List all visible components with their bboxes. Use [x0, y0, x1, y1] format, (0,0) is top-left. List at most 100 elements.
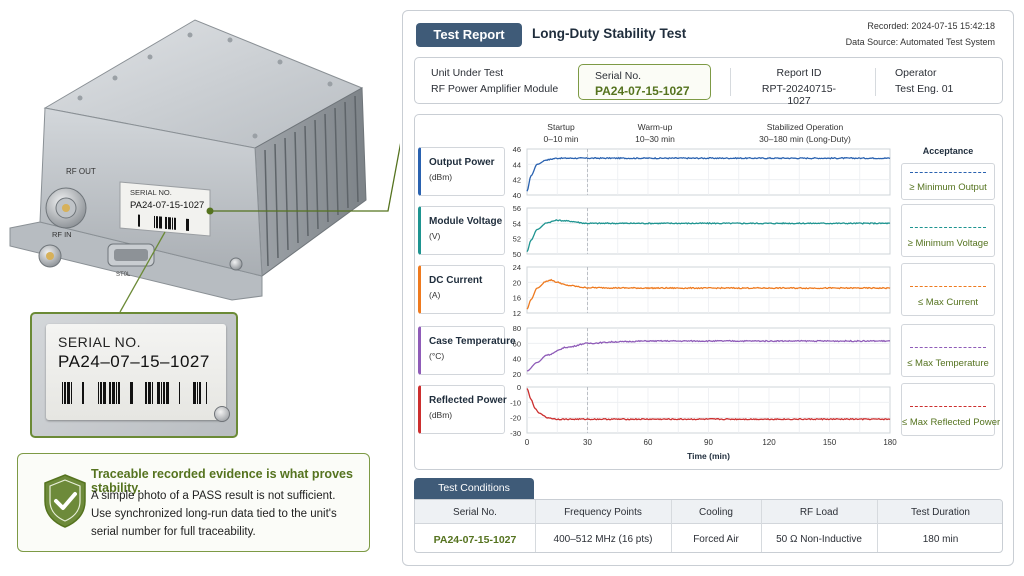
conditions-header-cell: Frequency Points [564, 507, 642, 518]
x-tick-label: 0 [525, 438, 530, 447]
phase-startup: Startup 0–10 min [543, 122, 579, 144]
closeup-serial-value: PA24–07–15–1027 [58, 352, 210, 371]
acceptance-criterion: ≥ Minimum Output [909, 182, 987, 193]
shield-check-icon [44, 474, 86, 528]
closeup-barcode [62, 382, 207, 404]
x-axis-label: Time (min) [687, 451, 730, 461]
plate-barcode [138, 214, 189, 231]
phase-stabilized: Stabilized Operation 30–180 min (Long-Dut… [759, 122, 851, 144]
unit-value: RF Power Amplifier Module [431, 83, 559, 95]
report-id-label: Report ID [776, 67, 822, 79]
table-divider [671, 500, 672, 552]
y-tick-label: 54 [513, 219, 521, 228]
report-id-value: RPT-20240715-1027 [761, 83, 837, 107]
operator-label: Operator [895, 67, 937, 79]
operator-value: Test Eng. 01 [895, 83, 954, 95]
plate-serial-value: PA24-07-15-1027 [130, 200, 204, 211]
serial-number-highlight: Serial No. PA24-07-15-1027 [578, 64, 711, 100]
stability-chart: Startup 0–10 min Warm-up 10–30 min Stabili… [414, 114, 1003, 470]
metric-card: Output Power (dBm) [418, 147, 505, 196]
unit-info-bar: Unit Under Test RF Power Amplifier Modul… [414, 57, 1003, 107]
y-tick-label: 24 [513, 263, 521, 272]
evidence-line-3: serial number for full traceability. [91, 526, 256, 538]
conditions-header-cell: Serial No. [453, 507, 497, 518]
metric-name: Module Voltage [429, 216, 503, 227]
closeup-label-plate: SERIAL NO. PA24–07–15–1027 [46, 324, 226, 420]
y-tick-label: 46 [513, 145, 521, 154]
metric-name: DC Current [429, 275, 483, 286]
y-tick-label: 80 [513, 324, 521, 333]
evidence-headline: Traceable recorded evidence is what prov… [91, 467, 353, 495]
metric-card: DC Current (A) [418, 265, 505, 314]
rf-out-label: RF OUT [66, 167, 96, 176]
metric-unit: (°C) [429, 351, 445, 361]
metric-unit: (V) [429, 231, 441, 241]
x-tick-label: 90 [704, 438, 713, 447]
y-tick-label: -20 [510, 414, 521, 423]
acceptance-card: ≤ Max Temperature [901, 324, 995, 377]
x-tick-label: 30 [583, 438, 592, 447]
acceptance-card: ≥ Minimum Voltage [901, 204, 995, 257]
metric-name: Reflected Power [429, 395, 507, 406]
unit-label: Unit Under Test [431, 67, 504, 79]
ground-screw [229, 257, 243, 271]
acceptance-limit-line [910, 347, 986, 348]
y-tick-label: 12 [513, 309, 521, 318]
acceptance-card: ≤ Max Reflected Power [901, 383, 1001, 436]
x-tick-label: 120 [762, 438, 776, 447]
x-tick-label: 180 [883, 438, 897, 447]
table-divider [535, 500, 536, 552]
y-tick-label: -10 [510, 398, 521, 407]
metric-name: Output Power [429, 157, 495, 168]
evidence-callout: Traceable recorded evidence is what prov… [17, 453, 370, 552]
metric-name: Case Temperature [429, 336, 516, 347]
info-divider [730, 68, 731, 96]
acceptance-criterion: ≥ Minimum Voltage [907, 238, 989, 249]
conditions-value-cell: Forced Air [693, 534, 739, 545]
acceptance-criterion: ≤ Max Temperature [907, 358, 989, 369]
recorded-timestamp: Recorded: 2024-07-15 15:42:18 [867, 21, 995, 31]
amplifier-module-drawing: RF OUT RF IN SERIAL NO. PA24-07-15-1027 … [9, 19, 415, 313]
y-tick-label: 0 [517, 383, 521, 392]
acceptance-limit-line [910, 172, 986, 173]
metric-unit: (A) [429, 290, 441, 300]
report-badge: Test Report [416, 23, 522, 47]
connector-text: ST0L [116, 272, 131, 278]
test-conditions-table: Serial No. PA24-07-15-1027 Frequency Point… [414, 499, 1003, 553]
series-line-2 [526, 278, 891, 310]
conditions-value-cell: 400–512 MHz (16 pts) [553, 534, 653, 545]
acceptance-criterion: ≤ Max Current [917, 297, 979, 308]
operator: Operator Test Eng. 01 [895, 67, 953, 95]
metric-unit: (dBm) [429, 172, 453, 182]
evidence-line-1: A simple photo of a PASS result is not s… [91, 490, 336, 502]
table-divider [761, 500, 762, 552]
y-tick-label: 20 [513, 278, 521, 287]
closeup-screw-icon [214, 406, 230, 422]
y-tick-label: 40 [513, 355, 521, 364]
series-line-1 [526, 219, 891, 253]
acceptance-header: Acceptance [922, 146, 974, 156]
report-title: Long-Duty Stability Test [532, 26, 687, 41]
y-tick-label: 50 [513, 250, 521, 259]
phase-warmup: Warm-up 10–30 min [635, 122, 675, 144]
test-report-panel: Test Report Long-Duty Stability Test Rec… [402, 10, 1014, 566]
conditions-header-cell: RF Load [799, 507, 839, 518]
y-tick-label: 40 [513, 191, 521, 200]
conditions-header-row [415, 500, 1002, 524]
info-divider [875, 68, 876, 96]
inset-callout-line [119, 231, 166, 313]
conditions-header-cell: Test Duration [911, 507, 970, 518]
y-tick-label: 60 [513, 339, 521, 348]
metric-unit: (dBm) [429, 410, 453, 420]
y-tick-label: -30 [510, 429, 521, 438]
y-tick-label: 20 [513, 370, 521, 379]
serial-value: PA24-07-15-1027 [595, 84, 690, 98]
acceptance-limit-line [910, 286, 986, 287]
acceptance-criterion: ≤ Max Reflected Power [902, 417, 1001, 428]
closeup-serial-label: SERIAL NO. [58, 334, 142, 350]
y-tick-label: 56 [513, 204, 521, 213]
acceptance-card: ≥ Minimum Output [901, 163, 995, 200]
metric-card: Reflected Power (dBm) [418, 385, 507, 434]
y-tick-label: 16 [513, 294, 521, 303]
test-conditions-tab[interactable]: Test Conditions [414, 478, 534, 499]
